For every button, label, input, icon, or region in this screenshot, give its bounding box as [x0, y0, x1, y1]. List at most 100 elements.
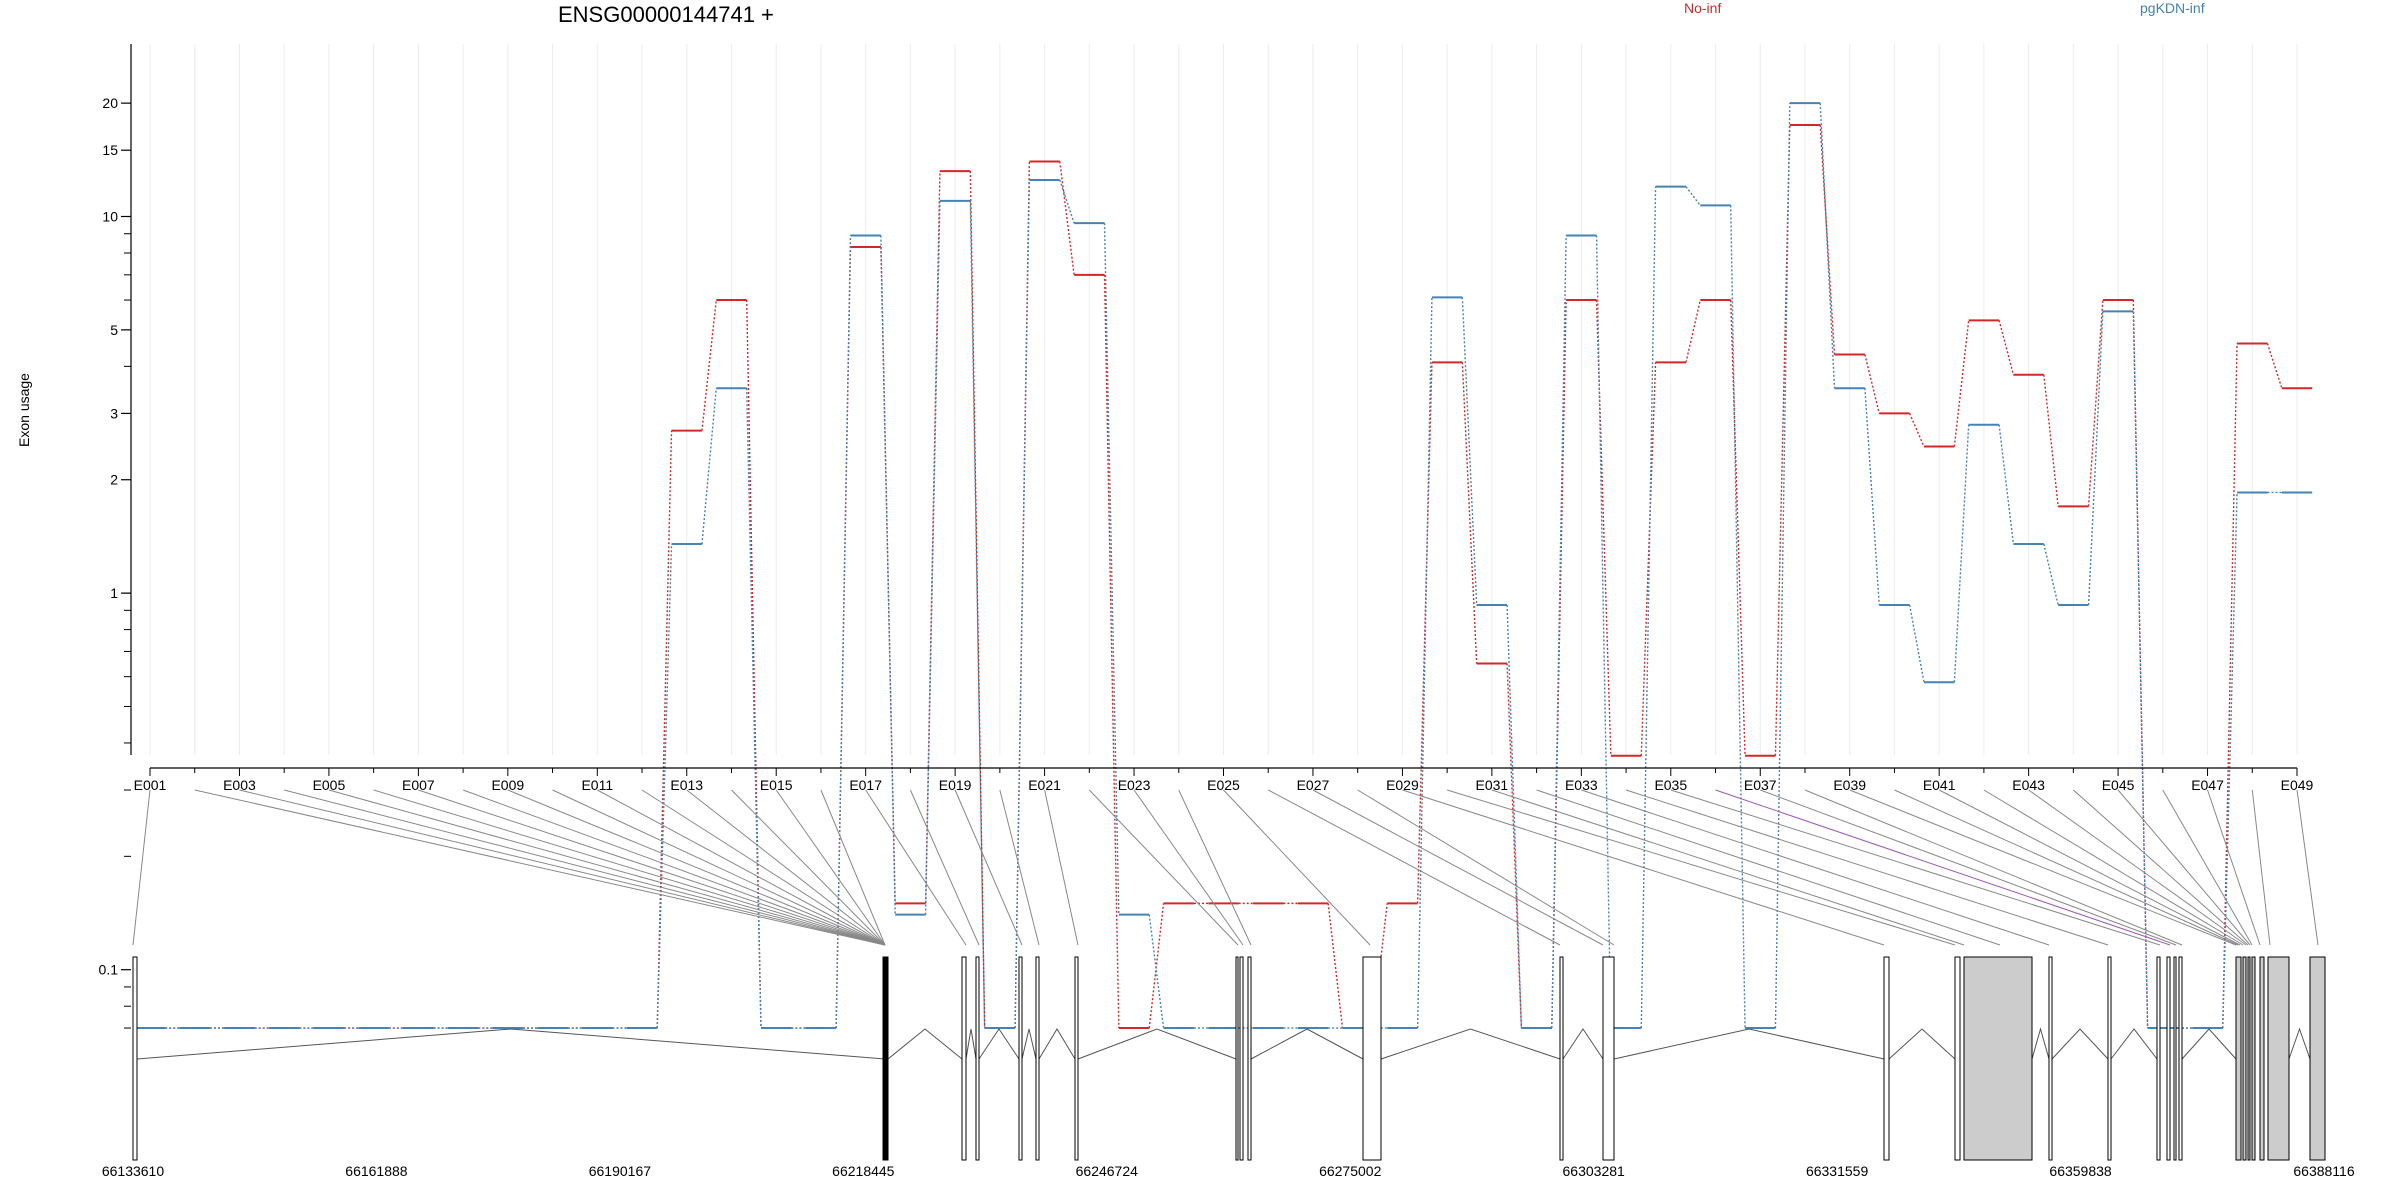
- series-1-connector: [656, 430, 673, 1029]
- exon-connector-line: [641, 789, 886, 946]
- series-2-connector: [1685, 186, 1701, 206]
- exon-connector-line: [2162, 789, 2253, 946]
- series-2-connector: [2222, 492, 2238, 1029]
- x-tick-label: E045: [2102, 777, 2135, 793]
- genomic-coordinate-label: 66190167: [589, 1163, 652, 1179]
- exon-connector-line: [1760, 789, 2177, 946]
- exon-connector-line: [1894, 789, 2239, 946]
- series-1-connector: [1730, 300, 1746, 756]
- exon-box: [2048, 956, 2053, 1161]
- series-1-connector: [969, 171, 986, 1029]
- exon-box: [2178, 956, 2183, 1161]
- exon-connector-line: [552, 789, 886, 946]
- series-2-connector: [835, 235, 852, 1029]
- x-tick-label: E009: [491, 777, 524, 793]
- x-tick-label: E033: [1565, 777, 1598, 793]
- series-2-connector: [880, 235, 896, 915]
- series-1-connector: [1909, 413, 1925, 447]
- x-tick-label: E025: [1207, 777, 1240, 793]
- intron-line: [1613, 1028, 1885, 1060]
- exon-box: [2309, 956, 2326, 1161]
- exon-connector-line: [132, 789, 151, 946]
- exon-box: [882, 956, 889, 1161]
- y-tick-label: 10: [102, 209, 118, 225]
- intron-line: [1038, 1028, 1076, 1060]
- y-tick-label: 20: [102, 95, 118, 111]
- exon-box: [2242, 956, 2247, 1161]
- series-2-connector: [1640, 186, 1657, 1029]
- x-tick-label: E037: [1744, 777, 1777, 793]
- exon-connector-line: [462, 789, 886, 946]
- exon-connector-line: [2207, 789, 2261, 946]
- series-1-connector: [1148, 903, 1165, 1029]
- exon-box: [2235, 956, 2242, 1161]
- series-1-connector: [745, 300, 762, 1029]
- series-2-connector: [1908, 604, 1925, 683]
- x-tick-label: E001: [134, 777, 167, 793]
- genomic-coordinate-label: 66161888: [345, 1163, 408, 1179]
- exon-connector-line: [284, 789, 886, 946]
- intron-line: [2181, 1028, 2237, 1060]
- exon-connector-line: [775, 789, 886, 946]
- series-1-connector: [1103, 274, 1120, 1029]
- series-2-connector: [2087, 311, 2104, 606]
- series-2-connector: [701, 388, 717, 545]
- intron-line: [1888, 1028, 1956, 1060]
- exon-connector-line: [1491, 789, 1965, 946]
- x-tick-label: E043: [2012, 777, 2045, 793]
- series-2-connector: [1864, 388, 1880, 606]
- genomic-coordinate-label: 66359838: [2049, 1163, 2112, 1179]
- x-tick-label: E039: [1833, 777, 1866, 793]
- y-tick-label: 3: [110, 405, 118, 421]
- x-tick-label: E003: [223, 777, 256, 793]
- exon-box: [1883, 956, 1890, 1161]
- exon-connector-line: [1178, 789, 1252, 946]
- series-1-connector: [1416, 362, 1433, 904]
- exon-connector-line: [1357, 789, 1615, 946]
- intron-line: [978, 1028, 1020, 1060]
- legend-no-inf: No-inf: [1684, 0, 1722, 16]
- series-1-connector: [2266, 343, 2283, 389]
- exon-box: [975, 956, 980, 1161]
- exon-connector-line: [1536, 789, 2001, 946]
- exon-connector-line: [239, 789, 886, 946]
- exon-box: [2173, 956, 2177, 1161]
- exon-box: [961, 956, 967, 1161]
- intron-line: [2288, 1027, 2311, 1060]
- exon-connector-line: [2117, 789, 2251, 946]
- series-1-connector: [2222, 343, 2238, 1029]
- exon-connector-line: [1581, 789, 2050, 946]
- x-tick-label: E021: [1028, 777, 1061, 793]
- intron-line: [136, 1028, 886, 1060]
- exon-connector-line: [194, 789, 886, 946]
- series-2-connector: [1059, 179, 1075, 224]
- x-tick-label: E029: [1386, 777, 1419, 793]
- exon-connector-line: [597, 789, 886, 946]
- series-2-connector: [1416, 297, 1433, 1029]
- series-2-connector: [2043, 543, 2059, 606]
- x-tick-label: E019: [939, 777, 972, 793]
- exon-box: [1559, 956, 1564, 1161]
- series-2-connector: [1730, 205, 1746, 1029]
- exon-box: [1602, 956, 1615, 1161]
- intron-line: [887, 1028, 963, 1060]
- series-2-connector: [1148, 914, 1165, 1029]
- exon-box: [1035, 956, 1040, 1161]
- series-1-connector: [2087, 299, 2104, 507]
- intron-line: [1077, 1028, 1237, 1060]
- exon-connector-line: [909, 789, 980, 946]
- x-tick-label: E013: [670, 777, 703, 793]
- x-tick-label: E049: [2281, 777, 2314, 793]
- exon-connector-line: [507, 789, 886, 946]
- exon-box: [1362, 956, 1382, 1161]
- series-2-connector: [1014, 179, 1031, 1029]
- series-2-connector: [1551, 235, 1567, 1029]
- x-tick-label: E041: [1923, 777, 1956, 793]
- chart-title: ENSG00000144741 +: [558, 2, 774, 27]
- exon-connector-line: [1402, 789, 1885, 946]
- exon-connector-line: [2296, 789, 2319, 946]
- exon-box: [2259, 956, 2265, 1161]
- intron-line: [2031, 1027, 2050, 1060]
